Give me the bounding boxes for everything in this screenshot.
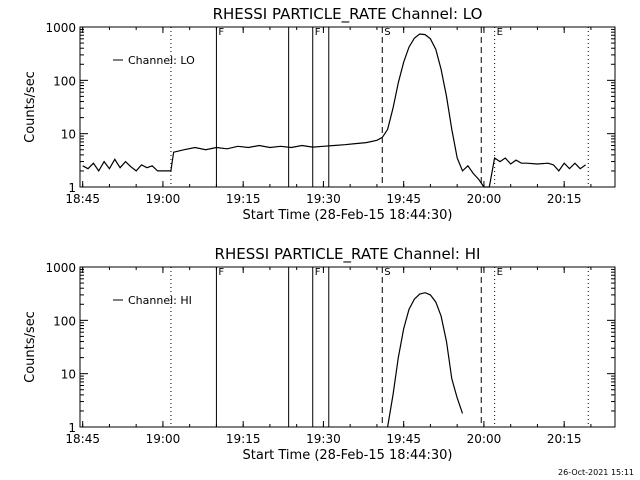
event-marker-label: E [497, 267, 503, 278]
x-tick-label: 19:45 [386, 192, 421, 206]
x-axis-label: Start Time (28-Feb-15 18:44:30) [243, 448, 453, 463]
x-tick-label: 19:00 [146, 192, 181, 206]
legend-label: Channel: HI [128, 294, 192, 307]
event-marker-label: S [384, 27, 390, 38]
event-marker-label: F [218, 27, 224, 38]
x-tick-label: 19:30 [306, 432, 341, 446]
x-axis-label: Start Time (28-Feb-15 18:44:30) [243, 208, 453, 223]
x-tick-label: 18:45 [65, 192, 100, 206]
event-marker-label: F [315, 267, 321, 278]
event-marker-label: S [384, 267, 390, 278]
lo-channel-panel: RHESSI PARTICLE_RATE Channel: LO 18:45 19:… [23, 5, 616, 223]
x-tick-label: 18:45 [65, 432, 100, 446]
event-marker-label: F [315, 27, 321, 38]
x-tick-label: 19:15 [226, 192, 261, 206]
y-tick-label: 10 [61, 128, 76, 142]
x-tick-label: 19:00 [146, 432, 181, 446]
event-marker-label: E [497, 27, 503, 38]
x-tick-label: 20:00 [467, 432, 502, 446]
y-tick-label: 1 [68, 181, 76, 195]
chart-title: RHESSI PARTICLE_RATE Channel: LO [213, 5, 483, 24]
plot-frame [79, 26, 616, 188]
y-tick-label: 10 [61, 368, 76, 382]
plot-frame [79, 266, 616, 428]
y-tick-label: 100 [53, 314, 76, 328]
y-tick-label: 1 [68, 421, 76, 435]
y-tick-label: 100 [53, 74, 76, 88]
chart-title: RHESSI PARTICLE_RATE Channel: HI [215, 245, 481, 264]
y-tick-label: 1000 [45, 261, 76, 275]
y-axis-label: Counts/sec [23, 71, 38, 143]
event-marker-label: F [218, 267, 224, 278]
hi-channel-panel: RHESSI PARTICLE_RATE Channel: HI 18:45 19:… [23, 245, 616, 463]
x-tick-label: 20:15 [547, 192, 582, 206]
legend-label: Channel: LO [128, 54, 195, 67]
x-tick-label: 20:15 [547, 432, 582, 446]
x-tick-label: 20:00 [467, 192, 502, 206]
series-line [82, 33, 586, 188]
x-tick-label: 19:45 [386, 432, 421, 446]
y-tick-label: 1000 [45, 21, 76, 35]
x-tick-label: 19:15 [226, 432, 261, 446]
generation-timestamp: 26-Oct-2021 15:11 [558, 468, 634, 477]
y-axis-label: Counts/sec [23, 311, 38, 383]
series-line [387, 292, 464, 428]
x-tick-label: 19:30 [306, 192, 341, 206]
